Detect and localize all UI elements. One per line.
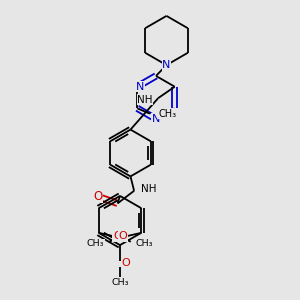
Text: O: O: [113, 231, 122, 242]
Text: CH₃: CH₃: [136, 239, 153, 248]
Text: NH: NH: [141, 184, 156, 194]
Text: N: N: [162, 60, 171, 70]
Text: CH₃: CH₃: [87, 239, 104, 248]
Text: N: N: [152, 114, 160, 124]
Text: O: O: [122, 258, 130, 268]
Text: CH₃: CH₃: [111, 278, 129, 287]
Text: CH₃: CH₃: [159, 109, 177, 119]
Text: N: N: [136, 82, 144, 92]
Text: NH: NH: [137, 94, 153, 105]
Text: O: O: [118, 231, 127, 242]
Text: O: O: [93, 190, 102, 203]
